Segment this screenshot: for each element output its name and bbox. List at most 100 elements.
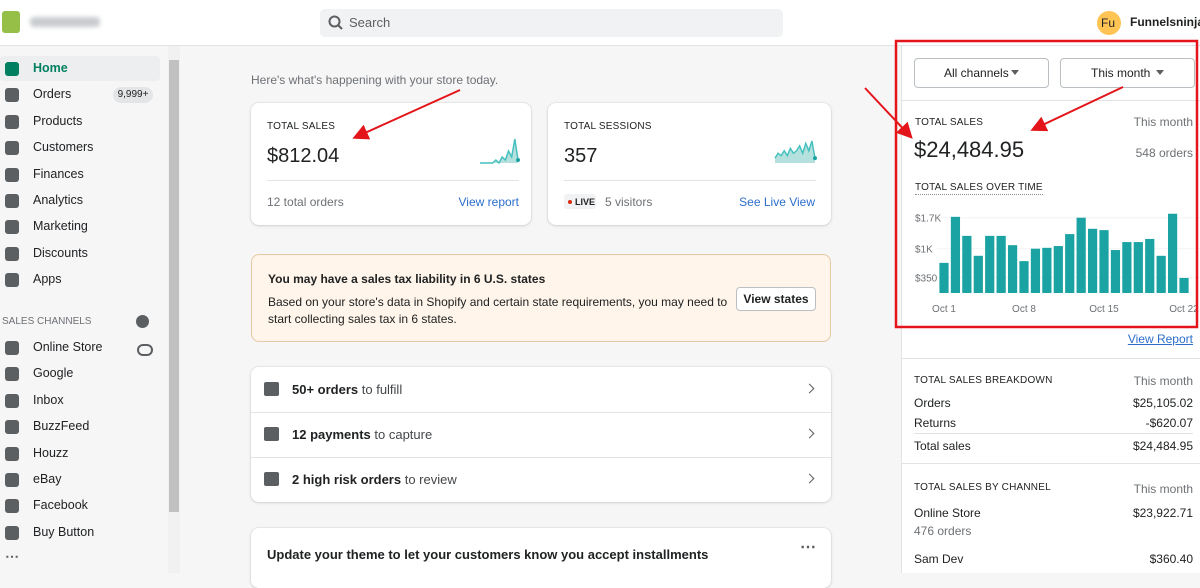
bar — [973, 255, 983, 293]
user-name[interactable]: Funnelsninja — [1130, 15, 1200, 29]
nav-item[interactable]: Orders — [33, 87, 72, 102]
channel-item[interactable]: Google — [33, 366, 74, 381]
greeting: Here's what's happening with your store … — [251, 73, 499, 87]
sparkline-line — [774, 140, 816, 159]
bar — [1168, 213, 1178, 293]
channel-item[interactable]: Houzz — [33, 445, 69, 460]
channel-item[interactable]: BuzzFeed — [33, 419, 90, 434]
bar — [939, 262, 949, 293]
divider — [902, 358, 1200, 359]
bar — [1087, 228, 1098, 293]
card-value: $812.04 — [267, 145, 340, 167]
card-footer: 12 total orders — [267, 195, 344, 209]
task-text: to capture — [374, 427, 433, 442]
bar — [1156, 255, 1166, 293]
task-text: to review — [404, 472, 457, 487]
divider — [251, 412, 831, 413]
caret — [1156, 70, 1164, 79]
card-value: 357 — [564, 145, 598, 167]
nav-icon — [5, 167, 19, 182]
channel-filter-text: All channels — [944, 66, 1009, 80]
channel-item[interactable]: Inbox — [33, 392, 64, 407]
channel-item[interactable]: Online Store — [33, 340, 103, 354]
theme-card-title: Update your theme to let your customers … — [267, 547, 709, 562]
avatar-initials: Fu — [1101, 16, 1116, 30]
banner-title: You may have a sales tax liability in 6 … — [268, 272, 546, 286]
nav-item[interactable]: Marketing — [33, 219, 88, 234]
orders-count: 548 orders — [1135, 146, 1193, 160]
bar — [1145, 238, 1155, 293]
task-row[interactable]: 2 high risk orders to review — [292, 472, 457, 487]
tasks-card — [251, 367, 831, 502]
channel-item[interactable]: Buy Button — [33, 524, 95, 539]
more-menu[interactable]: ⋯ — [800, 539, 816, 556]
sparkline — [774, 140, 817, 163]
card-link[interactable]: View report — [458, 195, 519, 209]
sparkline-end-dot — [813, 156, 817, 161]
search-box[interactable] — [320, 9, 783, 37]
breakdown-value: $25,105.02 — [1132, 396, 1193, 410]
bar — [1065, 234, 1075, 293]
divider — [902, 463, 1200, 464]
x-tick-label: Oct 1 — [932, 304, 956, 315]
nav-item[interactable]: Home — [33, 61, 68, 75]
scrollbar-thumb — [169, 60, 179, 512]
nav-icon — [5, 194, 19, 208]
nav-badge: 9,999+ — [113, 87, 153, 104]
view-states-button[interactable]: View states — [736, 287, 816, 311]
channel-value: $360.40 — [1149, 552, 1193, 566]
nav-item[interactable]: Customers — [33, 140, 94, 155]
store-name-blurred — [30, 17, 100, 27]
avatar[interactable] — [1097, 11, 1121, 35]
task-row[interactable]: 50+ orders to fulfill — [292, 382, 402, 397]
task-icon — [264, 472, 279, 486]
view-report-link[interactable]: View Report — [1127, 332, 1193, 346]
nav-icon — [5, 114, 19, 129]
channel-name: Online Store — [914, 506, 981, 520]
breakdown-value: -$620.07 — [1145, 416, 1193, 430]
card-footer: 5 visitors — [605, 195, 653, 209]
bar — [1133, 242, 1143, 293]
nav-item[interactable]: Analytics — [33, 193, 84, 207]
nav-icon — [5, 246, 19, 261]
search-placeholder: Search — [349, 15, 391, 30]
card-label: TOTAL SALES — [267, 121, 336, 132]
period-label: This month — [1133, 482, 1193, 496]
caret — [1011, 70, 1019, 79]
total-sales-value: $24,484.95 — [914, 137, 1025, 162]
task-row[interactable]: 12 payments to capture — [292, 427, 432, 442]
nav-icon — [5, 220, 19, 235]
breakdown-label: Total sales — [914, 439, 971, 453]
bar — [962, 235, 972, 293]
task-text: to fulfill — [361, 382, 403, 397]
nav-icon — [5, 141, 19, 156]
nav-item[interactable]: Finances — [33, 166, 84, 181]
more-channels: ⋯ — [5, 548, 19, 564]
nav-item[interactable]: Products — [33, 113, 83, 128]
x-tick-label: Oct 8 — [1012, 304, 1036, 315]
add-channel-button[interactable] — [136, 315, 149, 328]
nav-item[interactable]: Discounts — [33, 245, 88, 260]
total-sales-label: TOTAL SALES — [915, 117, 984, 128]
divider — [902, 100, 1200, 101]
channel-item[interactable]: Facebook — [33, 498, 88, 513]
search-icon — [328, 15, 343, 30]
task-count: 2 high risk orders — [292, 472, 402, 487]
x-tick-label: Oct 22 — [1169, 304, 1199, 315]
task-count: 12 payments — [292, 427, 371, 442]
sparkline-end-dot — [516, 158, 520, 162]
sidebar — [0, 46, 180, 573]
nav-icon — [5, 88, 19, 103]
bar — [985, 235, 995, 293]
bar — [1110, 250, 1121, 293]
y-tick-label: $1K — [915, 245, 933, 256]
view-icon — [137, 344, 153, 356]
nav-item[interactable]: Apps — [33, 272, 62, 287]
card-link[interactable]: See Live View — [739, 195, 815, 209]
channel-icon — [5, 499, 19, 514]
bar — [1042, 247, 1052, 293]
bar — [1007, 245, 1018, 293]
channel-item[interactable]: eBay — [33, 472, 62, 486]
sparkline — [480, 138, 520, 165]
nav-highlight — [0, 56, 160, 81]
